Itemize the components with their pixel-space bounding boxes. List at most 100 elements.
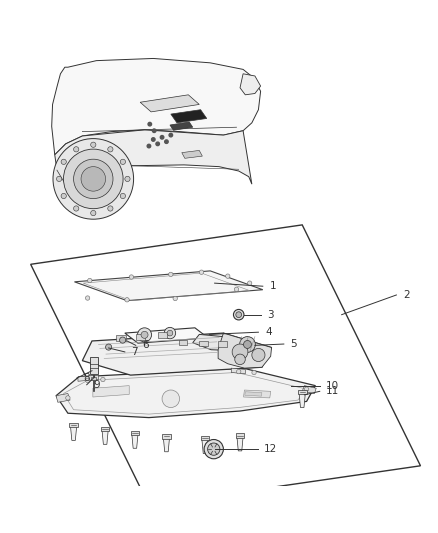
Polygon shape — [78, 375, 99, 381]
Circle shape — [169, 133, 173, 137]
Circle shape — [85, 378, 90, 383]
Polygon shape — [202, 440, 208, 454]
Circle shape — [61, 159, 66, 165]
Circle shape — [244, 341, 251, 349]
Circle shape — [247, 281, 252, 285]
Circle shape — [74, 206, 79, 211]
Circle shape — [141, 332, 148, 338]
Polygon shape — [31, 225, 420, 505]
Circle shape — [106, 344, 112, 350]
Bar — [91, 377, 96, 381]
Circle shape — [167, 330, 173, 336]
Circle shape — [237, 369, 241, 374]
Circle shape — [120, 159, 126, 165]
Circle shape — [162, 390, 180, 408]
Bar — [218, 342, 227, 347]
Text: 9: 9 — [93, 379, 100, 390]
Circle shape — [74, 159, 113, 199]
Polygon shape — [302, 386, 316, 393]
Circle shape — [160, 135, 164, 139]
Circle shape — [120, 193, 126, 199]
Polygon shape — [237, 437, 243, 451]
Polygon shape — [125, 328, 208, 343]
Circle shape — [152, 129, 156, 133]
Polygon shape — [56, 368, 315, 418]
Text: 6: 6 — [142, 341, 149, 350]
Polygon shape — [171, 110, 207, 123]
Text: 3: 3 — [267, 310, 274, 320]
Polygon shape — [52, 59, 261, 155]
Circle shape — [232, 344, 248, 360]
Circle shape — [91, 211, 96, 216]
Circle shape — [53, 139, 134, 219]
Bar — [179, 340, 187, 345]
Circle shape — [129, 275, 134, 279]
Circle shape — [81, 167, 106, 191]
Text: 1: 1 — [269, 281, 276, 291]
Polygon shape — [163, 438, 170, 452]
Polygon shape — [218, 333, 272, 368]
Polygon shape — [193, 334, 251, 351]
Polygon shape — [102, 430, 108, 445]
Circle shape — [85, 296, 90, 300]
Polygon shape — [170, 122, 193, 130]
Circle shape — [252, 349, 265, 361]
Circle shape — [152, 138, 155, 141]
Polygon shape — [74, 271, 263, 301]
Circle shape — [226, 274, 230, 278]
Circle shape — [156, 142, 159, 146]
Circle shape — [74, 147, 79, 152]
Bar — [199, 341, 208, 346]
Circle shape — [91, 142, 96, 147]
Polygon shape — [82, 333, 272, 375]
Text: 10: 10 — [326, 381, 339, 391]
Circle shape — [125, 297, 129, 302]
Text: 2: 2 — [403, 290, 410, 300]
Circle shape — [204, 440, 223, 459]
Circle shape — [66, 395, 70, 400]
Circle shape — [236, 312, 242, 318]
Circle shape — [233, 310, 244, 320]
Circle shape — [57, 176, 62, 182]
Circle shape — [164, 327, 176, 339]
Polygon shape — [182, 150, 202, 158]
Circle shape — [234, 287, 239, 292]
Bar — [236, 433, 244, 438]
Polygon shape — [231, 368, 245, 374]
Text: 12: 12 — [264, 444, 277, 454]
Text: 8: 8 — [83, 373, 90, 383]
Circle shape — [165, 140, 168, 143]
Circle shape — [138, 328, 152, 342]
Circle shape — [148, 123, 152, 126]
Circle shape — [108, 147, 113, 152]
Circle shape — [64, 149, 123, 209]
Circle shape — [208, 443, 220, 455]
Circle shape — [61, 193, 66, 199]
Circle shape — [120, 337, 126, 343]
Polygon shape — [245, 392, 262, 396]
Circle shape — [125, 176, 130, 182]
Circle shape — [108, 206, 113, 211]
Bar — [101, 427, 110, 431]
Polygon shape — [244, 390, 271, 398]
Circle shape — [173, 296, 177, 301]
Polygon shape — [71, 426, 77, 440]
Text: 7: 7 — [131, 347, 138, 357]
Polygon shape — [240, 74, 261, 95]
Bar — [158, 332, 167, 338]
Circle shape — [304, 387, 309, 391]
Circle shape — [235, 354, 245, 365]
Bar — [298, 390, 307, 394]
Bar — [116, 335, 126, 341]
Bar — [136, 334, 145, 340]
Bar — [90, 357, 98, 374]
Bar — [201, 436, 209, 440]
Bar — [131, 431, 139, 435]
Bar — [162, 434, 171, 439]
Bar — [69, 423, 78, 427]
Circle shape — [88, 278, 92, 282]
Circle shape — [147, 144, 151, 148]
Text: 4: 4 — [265, 327, 272, 337]
Text: 11: 11 — [326, 386, 339, 397]
Polygon shape — [93, 386, 129, 397]
